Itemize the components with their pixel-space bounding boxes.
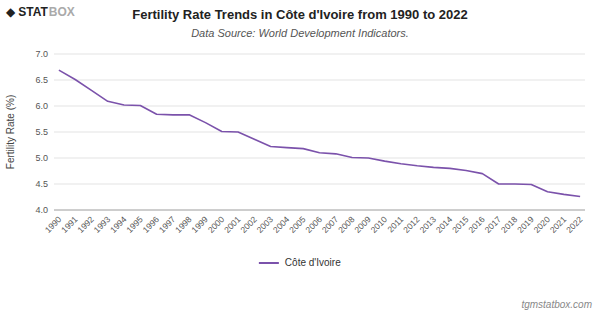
- x-tick-label: 1996: [141, 214, 162, 235]
- grid-line: [54, 54, 585, 55]
- x-tick-labels: 1990199119921993199419951996199719981999…: [43, 214, 585, 235]
- logo-part: BOX: [49, 5, 75, 19]
- x-tick-label: 2019: [515, 214, 536, 235]
- x-axis-line: [54, 210, 585, 211]
- x-tick-label: 1992: [75, 214, 96, 235]
- x-tick-label: 1991: [59, 214, 80, 235]
- y-axis-label: Fertility Rate (%): [5, 95, 16, 169]
- y-tick-label: 5.5: [35, 127, 48, 137]
- x-tick-label: 2010: [369, 214, 390, 235]
- x-tick-label: 2007: [320, 214, 341, 235]
- legend-swatch: [259, 262, 279, 264]
- y-grid: [54, 54, 585, 210]
- grid-line: [54, 80, 585, 81]
- x-tick-label: 2022: [564, 214, 585, 235]
- x-tick-label: 2013: [417, 214, 438, 235]
- grid-line: [54, 210, 585, 211]
- plot-area: [59, 70, 580, 196]
- x-tick-label: 1993: [92, 214, 113, 235]
- x-tick-label: 1994: [108, 214, 129, 235]
- x-tick-label: 2014: [434, 214, 455, 235]
- x-tick-label: 2008: [336, 214, 357, 235]
- logo-part: ◆: [6, 5, 16, 19]
- y-tick-label: 7.0: [35, 49, 48, 59]
- x-tick-label: 1997: [157, 214, 178, 235]
- grid-line: [54, 132, 585, 133]
- x-tick-label: 2012: [401, 214, 422, 235]
- x-tick-label: 2009: [352, 214, 373, 235]
- x-tick-label: 2003: [255, 214, 276, 235]
- watermark: tgmstatbox.com: [521, 299, 592, 310]
- x-tick-label: 2020: [532, 214, 553, 235]
- legend: Côte d'Ivoire: [259, 257, 341, 268]
- x-tick-label: 2011: [385, 214, 405, 234]
- series-line: [59, 70, 580, 196]
- legend-label: Côte d'Ivoire: [285, 257, 341, 268]
- y-tick-label: 4.0: [35, 205, 48, 215]
- y-tick-label: 4.5: [35, 179, 48, 189]
- x-tick-label: 2006: [303, 214, 324, 235]
- y-tick-label: 6.5: [35, 75, 48, 85]
- x-tick-label: 1998: [173, 214, 194, 235]
- x-tick-label: 2000: [206, 214, 227, 235]
- x-tick-label: 2015: [450, 214, 471, 235]
- y-tick-label: 6.0: [35, 101, 48, 111]
- x-tick-label: 2005: [287, 214, 308, 235]
- page-body: {"chart_data": { "type": "line", "title"…: [0, 0, 600, 314]
- y-tick-label: 5.0: [35, 153, 48, 163]
- x-tick-label: 1995: [124, 214, 145, 235]
- y-tick-labels: 4.0 4.5 5.0 5.5 6.0 6.5 7.0: [35, 49, 48, 215]
- x-tick-label: 2017: [483, 214, 504, 235]
- x-tick-label: 2018: [499, 214, 520, 235]
- logo-part: STAT: [18, 5, 48, 19]
- grid-line: [54, 158, 585, 159]
- page: Chart html, body { margin: 0; padding: 0…: [0, 0, 600, 314]
- title: Fertility Rate Trends in Côte d'Ivoire f…: [132, 7, 467, 22]
- x-tick-label: 2021: [548, 214, 569, 235]
- x-tick-label: 1990: [43, 214, 64, 235]
- subtitle: Data Source: World Development Indicator…: [191, 27, 409, 39]
- logo: ◆STATBOX: [6, 5, 75, 19]
- x-tick-label: 2016: [466, 214, 487, 235]
- x-tick-label: 2001: [222, 214, 243, 235]
- x-tick-label: 1999: [189, 214, 210, 235]
- x-tick-label: 2002: [238, 214, 259, 235]
- x-tick-label: 2004: [271, 214, 292, 235]
- chart: ◆STATBOX Fertility Rate Trends in Côte d'…: [0, 0, 600, 314]
